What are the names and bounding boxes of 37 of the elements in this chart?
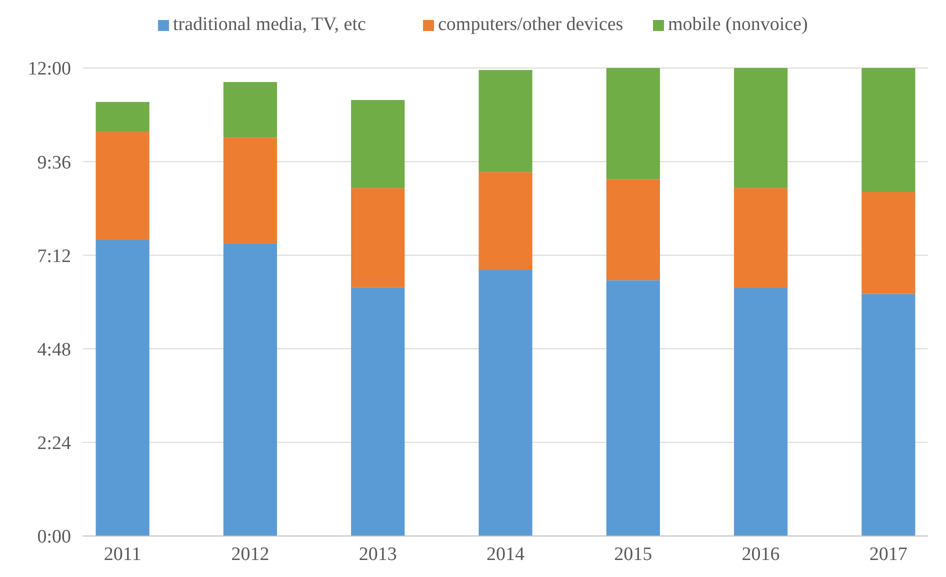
x-tick-label: 2017 — [869, 544, 908, 565]
bar — [606, 179, 660, 280]
bar — [223, 243, 278, 536]
x-tick-label: 2011 — [104, 544, 142, 565]
x-tick-label: 2015 — [614, 544, 652, 565]
bar — [96, 132, 150, 240]
bar — [734, 188, 788, 288]
bar — [606, 280, 660, 536]
bar — [351, 188, 405, 288]
bar — [478, 70, 532, 172]
legend-label: traditional media, TV, etc — [173, 14, 366, 35]
x-tick-label: 2014 — [486, 544, 525, 565]
x-tick-label: 2016 — [742, 544, 780, 565]
bar — [862, 294, 916, 536]
legend-label: computers/other devices — [438, 14, 624, 35]
bar — [606, 68, 660, 180]
y-tick-label: 4:48 — [37, 339, 71, 360]
bar — [862, 68, 916, 192]
x-tick-label: 2012 — [231, 544, 270, 565]
y-tick-label: 12:00 — [28, 58, 71, 80]
bar — [734, 68, 788, 188]
y-tick-label: 0:00 — [37, 526, 71, 548]
bar — [734, 288, 788, 536]
bar — [223, 82, 278, 138]
bar — [478, 270, 532, 536]
bar — [96, 240, 150, 536]
bar — [223, 138, 278, 244]
y-tick-label: 9:36 — [37, 152, 71, 174]
bar — [478, 172, 532, 270]
x-tick-label: 2013 — [358, 544, 397, 565]
y-tick-label: 7:12 — [37, 246, 71, 267]
bar — [351, 287, 405, 536]
y-tick-label: 2:24 — [37, 433, 72, 454]
bar — [862, 192, 916, 294]
legend-label: mobile (nonvoice) — [668, 14, 808, 35]
bar — [351, 100, 405, 188]
bar — [96, 102, 150, 132]
